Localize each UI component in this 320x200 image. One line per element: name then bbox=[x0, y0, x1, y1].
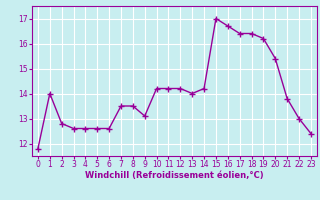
X-axis label: Windchill (Refroidissement éolien,°C): Windchill (Refroidissement éolien,°C) bbox=[85, 171, 264, 180]
